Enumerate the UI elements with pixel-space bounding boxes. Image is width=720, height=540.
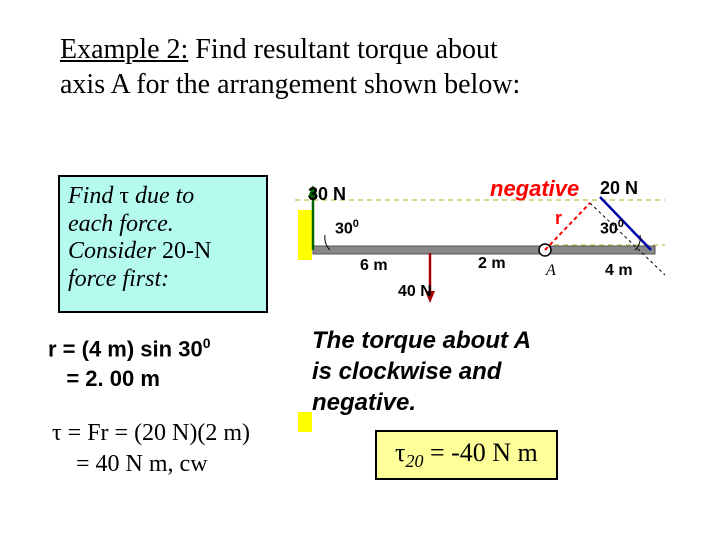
r-label: r xyxy=(555,208,562,229)
instr-1b: due to xyxy=(129,183,194,209)
result-box: τ20 = -40 N m xyxy=(375,430,558,480)
title-underline: Example 2: xyxy=(60,34,188,65)
instr-1a: Find xyxy=(68,183,119,209)
tau-symbol: τ xyxy=(119,183,129,209)
angle-right: 300 xyxy=(600,218,624,238)
r-equation: r = (4 m) sin 300 = 2. 00 m xyxy=(48,334,210,394)
instr-3a: Consider xyxy=(68,238,162,264)
instr-2: each force. xyxy=(68,211,174,237)
torque-explanation: The torque about A is clockwise and nega… xyxy=(312,325,672,419)
force-30n: 30 N xyxy=(308,184,346,205)
instr-3b: 20-N xyxy=(162,238,211,264)
axis-a-label: A xyxy=(546,262,556,280)
yellow-strip-bottom xyxy=(298,412,312,432)
length-4m: 4 m xyxy=(605,262,633,280)
length-6m: 6 m xyxy=(360,257,388,275)
example-title: Example 2: Find resultant torque about a… xyxy=(60,32,670,102)
instruction-box: Find τ due to each force. Consider 20-N … xyxy=(58,175,268,313)
angle-left: 300 xyxy=(335,218,359,238)
tau-equation: τ = Fr = (20 N)(2 m) = 40 N m, cw xyxy=(52,418,250,480)
negative-label: negative xyxy=(490,176,579,202)
force-40n: 40 N xyxy=(398,283,432,301)
title-line2: axis A for the arrangement shown below: xyxy=(60,69,520,100)
title-rest: Find resultant torque about xyxy=(188,34,498,65)
force-20n: 20 N xyxy=(600,178,638,199)
length-2m: 2 m xyxy=(478,255,506,273)
instr-4: force first: xyxy=(68,266,169,292)
